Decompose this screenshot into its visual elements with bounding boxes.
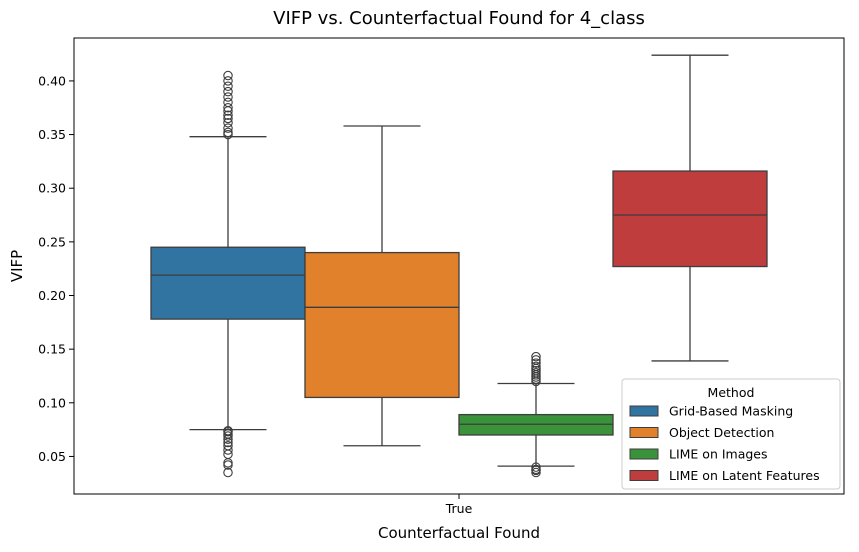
outlier-point xyxy=(223,86,233,97)
box-grid-based-masking xyxy=(150,70,306,478)
chart-title: VIFP vs. Counterfactual Found for 4_clas… xyxy=(273,8,645,29)
y-tick-label: 0.15 xyxy=(38,342,66,357)
legend-entry-label: Grid-Based Masking xyxy=(669,404,793,419)
outlier-point xyxy=(531,462,541,472)
legend-swatch xyxy=(629,427,659,438)
outlier-point xyxy=(223,445,233,455)
legend-swatch xyxy=(629,470,659,481)
outlier-point xyxy=(223,118,233,128)
y-axis: 0.05 0.10 0.15 0.20 0.25 0.30 0.35 0.40 xyxy=(38,73,74,464)
iqr-box xyxy=(150,246,306,320)
legend-frame xyxy=(621,378,841,490)
y-tick-label: 0.05 xyxy=(38,449,66,464)
outlier-point xyxy=(531,361,541,372)
y-tick-label: 0.40 xyxy=(38,73,66,88)
outlier-point xyxy=(223,113,233,124)
boxes-group xyxy=(150,54,768,478)
outlier-point xyxy=(223,467,233,478)
outlier-point xyxy=(223,81,233,92)
x-tick-label: True xyxy=(445,501,473,516)
outlier-point xyxy=(223,76,233,86)
outlier-point xyxy=(223,110,233,121)
outlier-point xyxy=(223,425,233,436)
x-axis-label: Counterfactual Found xyxy=(378,524,540,542)
x-axis: True xyxy=(445,494,473,516)
outlier-point xyxy=(223,102,233,113)
outlier-point xyxy=(223,70,233,81)
y-tick-label: 0.30 xyxy=(38,181,66,196)
iqr-box xyxy=(304,251,460,399)
legend-entry-label: Object Detection xyxy=(669,425,774,440)
outlier-point xyxy=(223,123,233,133)
outlier-point xyxy=(223,92,233,102)
outlier-point xyxy=(531,355,541,365)
y-tick-label: 0.25 xyxy=(38,234,66,249)
legend-entry-label: LIME on Latent Features xyxy=(669,468,820,483)
outlier-point xyxy=(223,440,233,451)
y-tick-label: 0.20 xyxy=(38,288,66,303)
legend-title: Method xyxy=(708,385,755,400)
box-lime-on-latent-features xyxy=(612,54,768,362)
legend-swatch xyxy=(629,405,659,417)
outlier-point xyxy=(223,458,233,468)
box-lime-on-images xyxy=(458,351,614,478)
y-axis-label: VIFP xyxy=(8,250,26,282)
outlier-point xyxy=(223,97,233,108)
box-object-detection xyxy=(304,125,460,447)
outlier-point xyxy=(531,358,541,368)
iqr-box xyxy=(612,170,768,268)
legend-entry-label: LIME on Images xyxy=(669,447,768,462)
outlier-point xyxy=(223,127,233,138)
y-tick-label: 0.10 xyxy=(38,395,66,410)
legend: Method Grid-Based Masking Object Detectio… xyxy=(621,378,841,490)
legend-swatch xyxy=(629,448,659,460)
y-tick-label: 0.35 xyxy=(38,127,66,142)
outlier-point xyxy=(531,351,541,362)
